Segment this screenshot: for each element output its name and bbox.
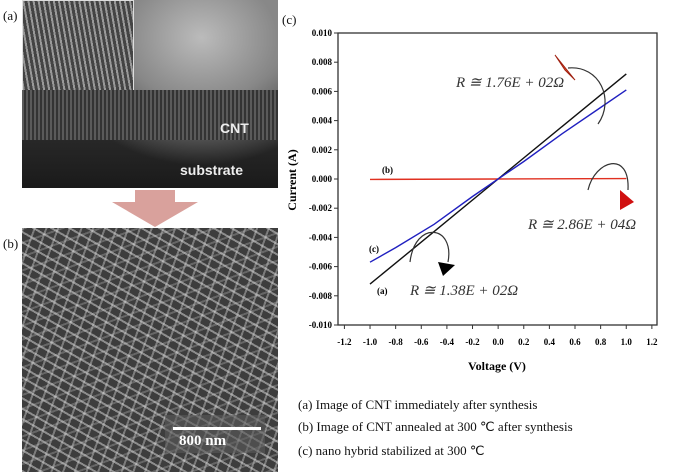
y-tick-label: -0.006 xyxy=(309,262,333,272)
sem-inset xyxy=(22,0,134,92)
arrow-head-icon xyxy=(554,54,576,81)
annotation-r-b: R ≅ 2.86E + 04Ω xyxy=(527,217,636,233)
x-tick-label: 1.2 xyxy=(646,337,658,347)
curved-arrow xyxy=(587,163,629,191)
arrow-head-icon xyxy=(438,262,455,276)
y-tick-label: 0.004 xyxy=(312,116,333,126)
y-tick-label: -0.004 xyxy=(309,232,333,242)
x-tick-label: 0.0 xyxy=(493,337,505,347)
cnt-label: CNT xyxy=(220,120,249,136)
substrate-label: substrate xyxy=(180,162,244,178)
x-tick-label: -0.4 xyxy=(440,337,455,347)
legend-item-b: (b) Image of CNT annealed at 300 ℃ after… xyxy=(298,419,573,434)
series-line-c xyxy=(369,89,627,263)
sem-image-cnt-cross-section: CNT substrate xyxy=(22,0,278,188)
x-tick-label: 0.8 xyxy=(595,337,607,347)
scale-bar: 800 nm xyxy=(165,415,265,453)
y-tick-label: 0.008 xyxy=(312,57,333,67)
x-tick-label: 0.6 xyxy=(569,337,581,347)
y-tick-label: -0.008 xyxy=(309,291,333,301)
x-tick-label: -0.6 xyxy=(414,337,429,347)
y-tick-label: 0.010 xyxy=(312,28,333,38)
cnt-layer xyxy=(22,90,278,140)
series-label-a: (a) xyxy=(377,286,388,296)
y-axis-label: Current (A) xyxy=(285,149,299,210)
series-label-c: (c) xyxy=(369,244,379,254)
panel-c-label: (c) xyxy=(282,12,297,27)
sem-image-cnt-network: 800 nm xyxy=(22,228,278,472)
y-tick-label: 0.002 xyxy=(312,145,333,155)
legend-item-c: (c) nano hybrid stabilized at 300 ℃ xyxy=(298,443,485,458)
down-arrow-icon xyxy=(112,190,198,227)
legend-item-a: (a) Image of CNT immediately after synth… xyxy=(298,397,538,412)
scale-bar-label: 800 nm xyxy=(179,433,227,449)
x-tick-label: -0.8 xyxy=(389,337,404,347)
curved-arrow xyxy=(567,67,606,125)
x-tick-label: 0.4 xyxy=(544,337,556,347)
panel-a-label: (a) xyxy=(3,8,18,23)
y-tick-label: 0.006 xyxy=(312,86,333,96)
x-tick-label: -1.2 xyxy=(337,337,352,347)
y-tick-label: -0.002 xyxy=(309,203,333,213)
series-label-b: (b) xyxy=(382,165,393,175)
x-tick-label: -1.0 xyxy=(363,337,378,347)
curved-arrow xyxy=(409,231,450,263)
annotation-r-a: R ≅ 1.38E + 02Ω xyxy=(409,283,518,299)
x-tick-label: 1.0 xyxy=(621,337,633,347)
y-tick-label: 0.000 xyxy=(312,174,333,184)
x-tick-label: 0.2 xyxy=(518,337,530,347)
x-tick-label: -0.2 xyxy=(465,337,480,347)
x-axis-label: Voltage (V) xyxy=(468,359,526,373)
arrow-head-icon xyxy=(620,190,634,210)
y-tick-label: -0.010 xyxy=(309,320,333,330)
panel-b-label: (b) xyxy=(3,236,19,251)
annotation-r-c: R ≅ 1.76E + 02Ω xyxy=(455,75,564,91)
iv-chart: -1.2 -1.0 -0.8 -0.6 -0.4 -0.2 0.0 0.2 0.4 0.6 0.8 1… xyxy=(285,28,658,373)
